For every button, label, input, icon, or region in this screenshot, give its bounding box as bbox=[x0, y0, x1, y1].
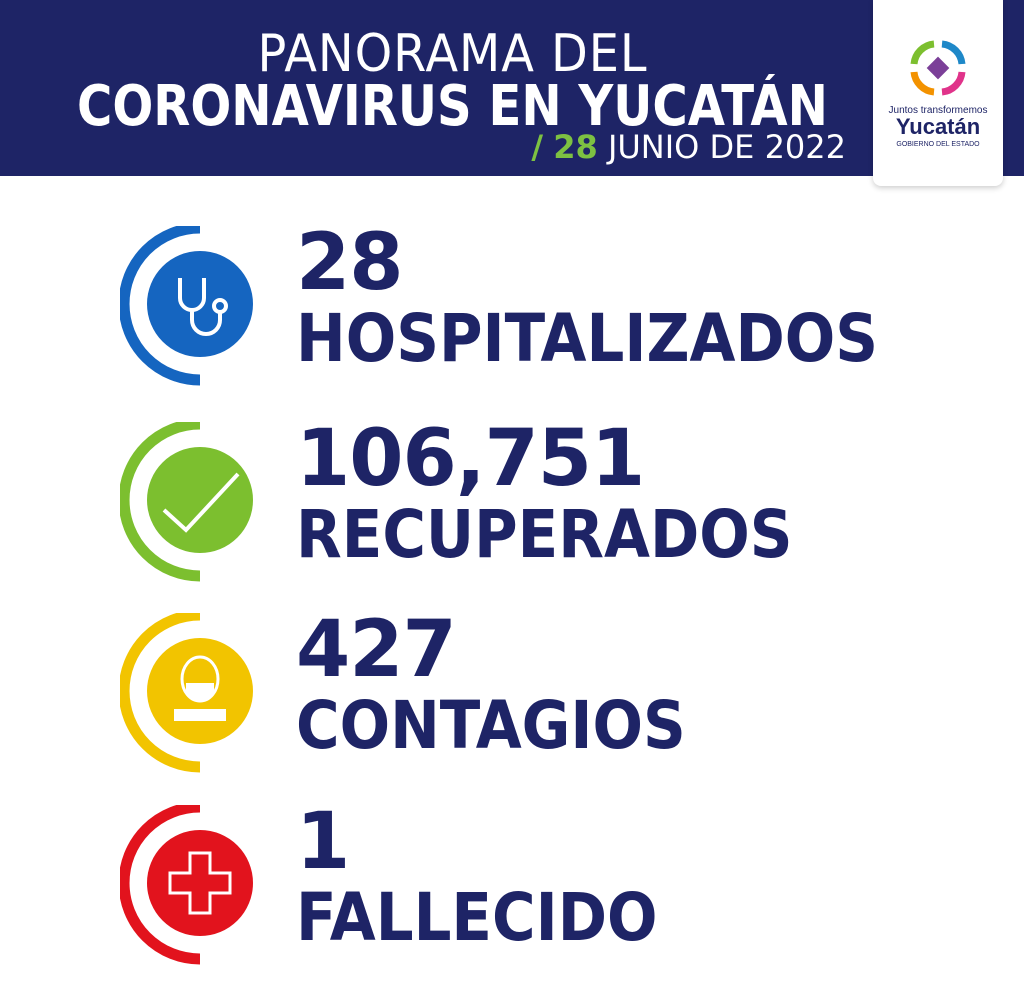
stat-label: CONTAGIOS bbox=[296, 687, 686, 764]
stat-recuperados: 106,751 RECUPERADOS bbox=[0, 414, 1024, 602]
government-logo: Juntos transformemos Yucatán GOBIERNO DE… bbox=[873, 0, 1003, 186]
title-line2: CORONAVIRUS EN YUCATÁN bbox=[77, 74, 828, 139]
stat-value: 28 bbox=[296, 218, 404, 308]
stat-value: 1 bbox=[296, 797, 350, 887]
date-line: / 28 JUNIO DE 2022 bbox=[531, 128, 846, 166]
logo-subtitle: GOBIERNO DEL ESTADO bbox=[896, 141, 980, 148]
stat-value: 106,751 bbox=[296, 414, 645, 504]
stat-label: FALLECIDO bbox=[296, 879, 658, 956]
date-day: 28 bbox=[553, 128, 598, 166]
stat-value: 427 bbox=[296, 605, 457, 695]
logo-emblem-icon bbox=[910, 40, 966, 96]
stethoscope-icon bbox=[120, 226, 253, 386]
logo-tagline: Juntos transformemos bbox=[888, 105, 988, 116]
date-slash: / bbox=[531, 128, 544, 166]
header-banner: PANORAMA DEL CORONAVIRUS EN YUCATÁN / 28… bbox=[0, 0, 1024, 176]
stat-hospitalizados: 28 HOSPITALIZADOS bbox=[0, 218, 1024, 406]
title-line1: PANORAMA DEL bbox=[257, 24, 648, 84]
date-rest: JUNIO DE 2022 bbox=[607, 128, 846, 166]
stat-label: HOSPITALIZADOS bbox=[296, 300, 879, 377]
stat-fallecido: 1 FALLECIDO bbox=[0, 797, 1024, 985]
masked-person-icon bbox=[120, 613, 253, 773]
logo-name: Yucatán bbox=[895, 114, 981, 139]
stat-label: RECUPERADOS bbox=[296, 496, 793, 573]
stat-contagios: 427 CONTAGIOS bbox=[0, 605, 1024, 793]
checkmark-icon bbox=[120, 422, 253, 582]
medical-cross-icon bbox=[120, 805, 253, 965]
